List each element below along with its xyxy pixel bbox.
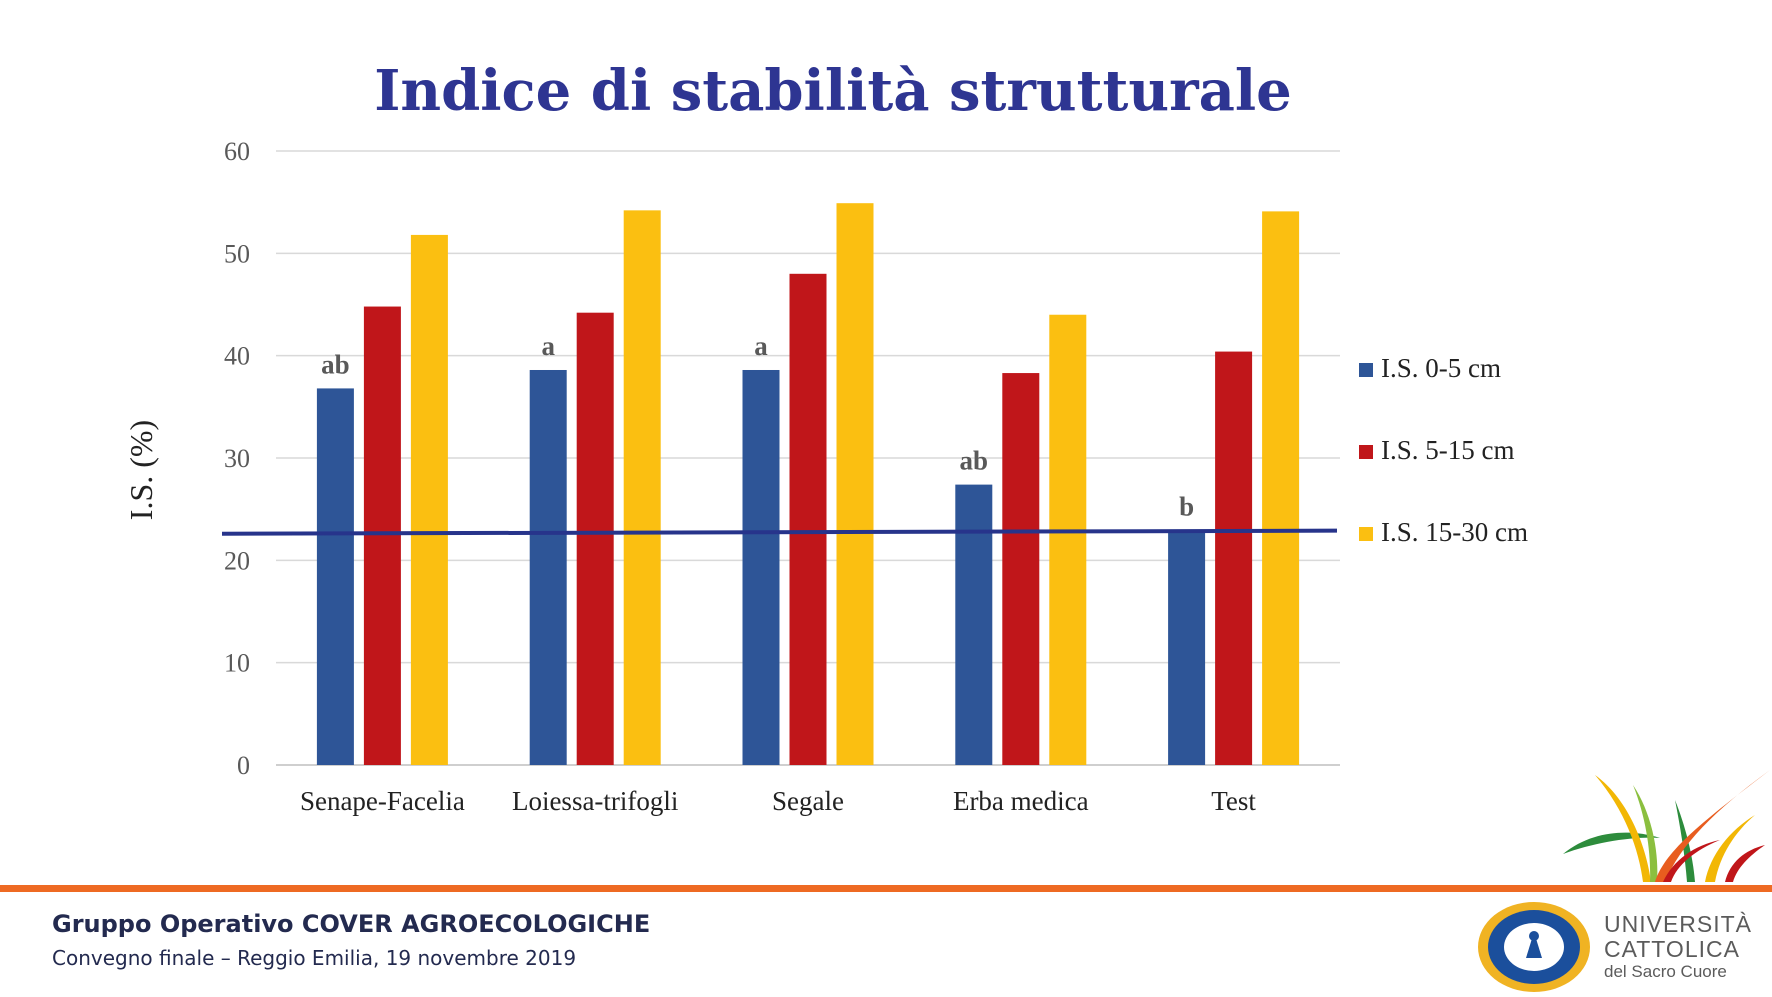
- significance-label: ab: [960, 446, 989, 476]
- bars: [316, 203, 1300, 766]
- reference-line: [221, 528, 1338, 536]
- x-tick-label: Segale: [772, 786, 844, 816]
- legend: I.S. 0-5 cm I.S. 5-15 cm I.S. 15-30 cm: [1359, 353, 1528, 547]
- bar: [742, 369, 780, 765]
- bar: [955, 484, 993, 765]
- legend-label: I.S. 0-5 cm: [1381, 353, 1501, 383]
- bar: [316, 388, 354, 765]
- y-tick-label: 10: [224, 649, 250, 678]
- bar: [529, 369, 567, 765]
- significance-label: a: [541, 331, 555, 361]
- university-name-line3: del Sacro Cuore: [1604, 962, 1727, 981]
- y-tick-label: 40: [224, 342, 250, 371]
- x-tick-label: Test: [1211, 786, 1256, 816]
- x-tick-label: Erba medica: [953, 786, 1089, 816]
- significance-label: a: [754, 331, 768, 361]
- chart-title: Indice di stabilità strutturale: [374, 58, 1292, 124]
- footer-title: Gruppo Operativo COVER AGROECOLOGICHE: [52, 910, 651, 938]
- significance-labels: ab a a ab b: [321, 331, 1194, 522]
- legend-swatch: [1359, 363, 1373, 377]
- y-tick-label: 20: [224, 546, 250, 575]
- grass-leaves-logo: [1563, 770, 1770, 882]
- bar: [1262, 211, 1300, 766]
- bar: [623, 210, 661, 765]
- significance-label: b: [1179, 492, 1194, 522]
- footer-accent-bar: [0, 885, 1772, 892]
- y-axis-label: I.S. (%): [123, 420, 159, 520]
- legend-swatch: [1359, 445, 1373, 459]
- y-tick-label: 30: [224, 444, 250, 473]
- bar: [1215, 351, 1253, 765]
- bar: [576, 312, 614, 765]
- bar: [836, 203, 874, 765]
- x-tick-label: Senape-Facelia: [300, 786, 465, 816]
- y-tick-label: 50: [224, 239, 250, 268]
- bar: [1049, 314, 1087, 765]
- bar: [363, 306, 401, 765]
- university-name-line2: CATTOLICA: [1604, 936, 1740, 962]
- university-name: UNIVERSITÀ CATTOLICA del Sacro Cuore: [1604, 911, 1753, 981]
- bar: [1002, 373, 1040, 765]
- bar: [410, 234, 448, 765]
- legend-label: I.S. 15-30 cm: [1381, 517, 1528, 547]
- legend-label: I.S. 5-15 cm: [1381, 435, 1514, 465]
- x-tick-label: Loiessa-trifogli: [512, 786, 678, 816]
- university-seal-icon: [1478, 902, 1590, 992]
- bar: [789, 273, 827, 765]
- university-name-line1: UNIVERSITÀ: [1604, 911, 1753, 937]
- y-axis-ticks: 0 10 20 30 40 50 60: [224, 137, 250, 780]
- y-tick-label: 0: [237, 751, 250, 780]
- bar: [1168, 530, 1206, 765]
- significance-label: ab: [321, 349, 350, 379]
- legend-swatch: [1359, 527, 1373, 541]
- x-axis-ticks: Senape-Facelia Loiessa-trifogli Segale Erba…: [300, 786, 1256, 816]
- footer-subtitle: Convegno finale – Reggio Emilia, 19 nove…: [52, 946, 577, 970]
- y-tick-label: 60: [224, 137, 250, 166]
